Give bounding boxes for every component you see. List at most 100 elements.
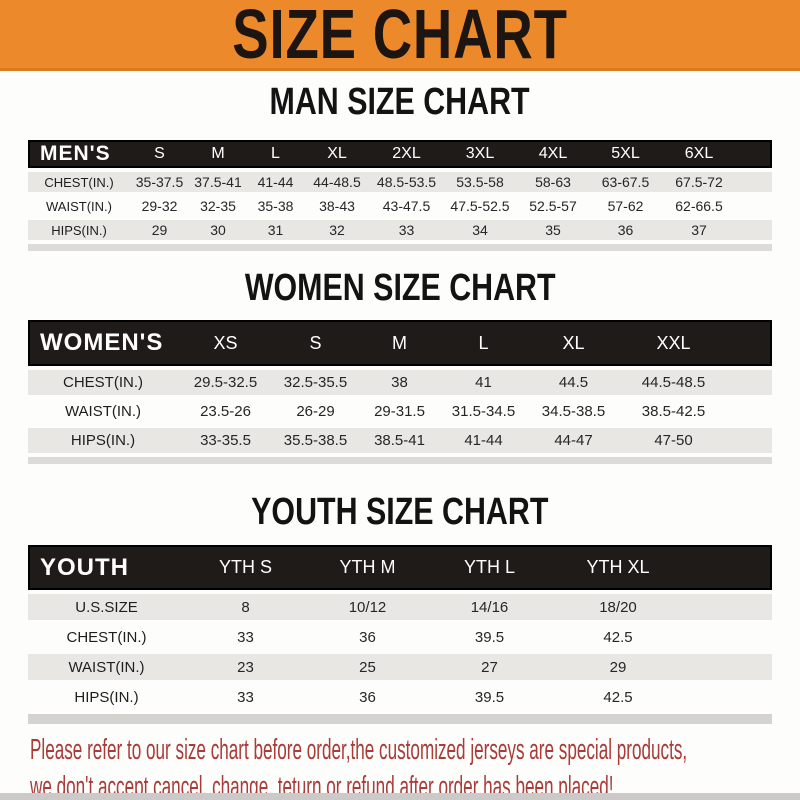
size-value-cell: 39.5 <box>474 688 505 706</box>
table-row: HIPS(IN.) 29 30 31 32 33 34 35 36 37 <box>28 220 772 240</box>
women-size-table: WOMEN'S XS S M L XL XXL CHEST(IN.) 29.5-32.5 32.5… <box>28 316 772 457</box>
size-value-cell: 33-35.5 <box>200 432 251 449</box>
measurement-row-label: CHEST(IN.) <box>63 374 143 391</box>
size-column-header: XL <box>304 140 370 168</box>
measurement-row-label: WAIST(IN.) <box>64 403 142 420</box>
spacer-cell <box>686 594 772 620</box>
size-value-cell: 26-29 <box>296 403 335 420</box>
size-column-header: M <box>189 140 247 168</box>
size-value-cell: 18/20 <box>599 598 637 616</box>
size-column-header: YTH S <box>185 545 306 590</box>
size-value-cell: 42.5 <box>603 628 633 646</box>
men-size-table: MEN'S S M L XL 2XL 3XL 4XL 5XL 6XL CHEST(IN.) 35-37… <box>28 136 772 244</box>
size-value-cell: 35 <box>545 222 561 238</box>
size-value-cell: 29 <box>151 222 168 238</box>
size-value-cell: 44.5-48.5 <box>641 374 706 391</box>
size-value-cell: 39.5 <box>474 628 505 646</box>
spacer-cell <box>726 399 772 424</box>
section-title-youth-text: YOUTH SIZE CHART <box>251 491 549 533</box>
size-value-cell: 14/16 <box>470 598 509 616</box>
size-value-cell: 44-48.5 <box>313 174 361 190</box>
size-column-header: S <box>130 140 189 168</box>
size-value-cell: 31 <box>267 222 284 238</box>
size-value-cell: 38-43 <box>319 198 355 214</box>
table-row: U.S.SIZE 8 10/12 14/16 18/20 <box>28 594 772 620</box>
section-title-men-text: MAN SIZE CHART <box>269 81 531 123</box>
size-value-cell: 8 <box>241 598 250 616</box>
table-corner-label: YOUTH <box>28 545 185 590</box>
table-row: WAIST(IN.) 29-32 32-35 35-38 38-43 43-47.5 47.… <box>28 196 772 216</box>
size-column-header: 4XL <box>517 140 589 168</box>
spacer-cell <box>686 545 772 590</box>
size-value-cell: 41-44 <box>464 432 503 449</box>
size-value-cell: 29 <box>609 658 627 676</box>
page-bottom-strip <box>0 793 800 800</box>
size-column-header: YTH M <box>306 545 429 590</box>
size-value-cell: 63-67.5 <box>601 174 650 190</box>
size-value-cell: 27 <box>481 658 498 676</box>
spacer-cell <box>726 370 772 395</box>
size-header-row: YOUTH YTH S YTH M YTH L YTH XL <box>28 545 772 590</box>
size-column-header: YTH XL <box>550 545 686 590</box>
size-column-header: M <box>358 320 441 366</box>
table-row: CHEST(IN.) 35-37.5 37.5-41 41-44 44-48.5 48.5… <box>28 172 772 192</box>
table-row: WAIST(IN.) 23.5-26 26-29 29-31.5 31.5-34.5 34… <box>28 399 772 424</box>
size-value-cell: 35-37.5 <box>135 174 184 190</box>
size-column-header: YTH L <box>429 545 550 590</box>
size-value-cell: 32-35 <box>200 198 236 214</box>
size-value-cell: 67.5-72 <box>675 174 723 190</box>
measurement-row-label: HIPS(IN.) <box>51 222 107 238</box>
size-column-header: 6XL <box>662 140 736 168</box>
measurement-row-label: WAIST(IN.) <box>68 658 145 676</box>
size-value-cell: 57-62 <box>607 198 644 214</box>
size-column-header: XS <box>178 320 273 366</box>
measurement-row-label: HIPS(IN.) <box>74 688 139 706</box>
size-value-cell: 48.5-53.5 <box>376 174 437 190</box>
size-value-cell: 44-47 <box>554 432 593 449</box>
size-value-cell: 37 <box>691 222 707 238</box>
size-value-cell: 43-47.5 <box>382 198 431 214</box>
size-value-cell: 36 <box>359 628 376 646</box>
disclaimer-line-1: Please refer to our size chart before or… <box>30 734 688 766</box>
spacer-cell <box>686 624 772 650</box>
size-value-cell: 47.5-52.5 <box>450 198 510 214</box>
size-value-cell: 23.5-26 <box>200 403 251 420</box>
size-value-cell: 37.5-41 <box>194 174 242 190</box>
size-value-cell: 29.5-32.5 <box>193 374 258 391</box>
section-title-women: WOMEN SIZE CHART <box>0 268 800 308</box>
size-value-cell: 42.5 <box>603 688 633 706</box>
size-value-cell: 25 <box>359 658 376 676</box>
size-value-cell: 58-63 <box>535 174 571 190</box>
size-value-cell: 33 <box>237 628 254 646</box>
size-value-cell: 33 <box>237 688 254 706</box>
women-table-bottom-strip <box>28 457 772 464</box>
size-value-cell: 10/12 <box>348 598 387 616</box>
size-chart-banner: SIZE CHART <box>0 0 800 71</box>
size-value-cell: 38.5-42.5 <box>641 403 706 420</box>
youth-table-bottom-strip <box>28 714 772 724</box>
spacer-cell <box>736 172 772 192</box>
measurement-row-label: CHEST(IN.) <box>44 174 114 190</box>
size-value-cell: 33 <box>398 222 415 238</box>
spacer-cell <box>686 684 772 710</box>
size-value-cell: 36 <box>617 222 634 238</box>
spacer-cell <box>736 220 772 240</box>
size-value-cell: 36 <box>359 688 376 706</box>
spacer-cell <box>686 654 772 680</box>
measurement-row-label: CHEST(IN.) <box>66 628 147 646</box>
size-column-header: 5XL <box>589 140 662 168</box>
size-value-cell: 62-66.5 <box>675 198 723 214</box>
size-value-cell: 23 <box>237 658 254 676</box>
table-row: CHEST(IN.) 33 36 39.5 42.5 <box>28 624 772 650</box>
disclaimer-note: Please refer to our size chart before or… <box>30 732 796 800</box>
table-row: HIPS(IN.) 33-35.5 35.5-38.5 38.5-41 41-44 44-… <box>28 428 772 453</box>
measurement-row-label: U.S.SIZE <box>75 598 138 616</box>
section-title-men: MAN SIZE CHART <box>0 82 800 122</box>
section-title-women-text: WOMEN SIZE CHART <box>244 267 556 309</box>
spacer-cell <box>736 140 772 168</box>
youth-size-table: YOUTH YTH S YTH M YTH L YTH XL U.S.SIZE 8 10/12… <box>28 541 772 714</box>
section-title-youth: YOUTH SIZE CHART <box>0 492 800 532</box>
size-column-header: L <box>441 320 526 366</box>
size-value-cell: 41 <box>475 374 492 391</box>
